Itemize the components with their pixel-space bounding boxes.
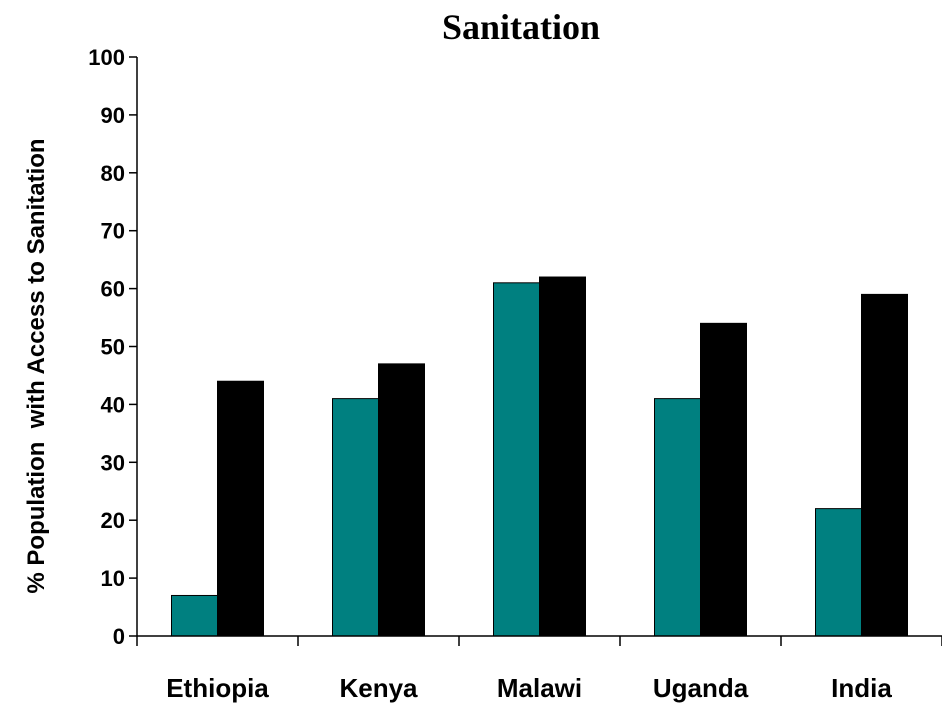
bar-india-series-2 <box>861 293 908 637</box>
y-tick-label-100: 100 <box>88 45 125 70</box>
y-tick-label-20: 20 <box>101 508 125 533</box>
x-tick-label-malawi: Malawi <box>497 673 582 703</box>
plot-area: 0 10 20 30 40 50 60 70 80 90 100 Ethiopia Kenya Malaw… <box>88 45 942 703</box>
x-tick-label-india: India <box>831 673 892 703</box>
x-tick-label-kenya: Kenya <box>339 673 418 703</box>
y-tick-label-60: 60 <box>101 277 125 302</box>
bar-uganda-series-1 <box>654 398 701 637</box>
y-tick-label-80: 80 <box>101 161 125 186</box>
bar-ethiopia-series-1 <box>171 594 218 637</box>
y-tick-label-50: 50 <box>101 335 125 360</box>
bar-kenya-series-1 <box>332 398 379 637</box>
bar-malawi-series-2 <box>539 276 586 637</box>
y-tick-label-10: 10 <box>101 566 125 591</box>
y-tick-label-0: 0 <box>113 624 125 649</box>
x-tick-label-uganda: Uganda <box>653 673 749 703</box>
x-tick-label-ethiopia: Ethiopia <box>166 673 269 703</box>
bar-kenya-series-2 <box>378 363 425 637</box>
chart-title: Sanitation <box>442 7 600 47</box>
bar-india-series-1 <box>815 508 862 637</box>
bar-uganda-series-2 <box>700 322 747 637</box>
y-tick-label-40: 40 <box>101 392 125 417</box>
y-tick-label-90: 90 <box>101 103 125 128</box>
y-tick-label-30: 30 <box>101 450 125 475</box>
y-axis-label: % Population with Access to Sanitation <box>23 138 50 593</box>
y-tick-label-70: 70 <box>101 219 125 244</box>
bar-malawi-series-1 <box>493 282 540 637</box>
bar-ethiopia-series-2 <box>217 380 264 637</box>
